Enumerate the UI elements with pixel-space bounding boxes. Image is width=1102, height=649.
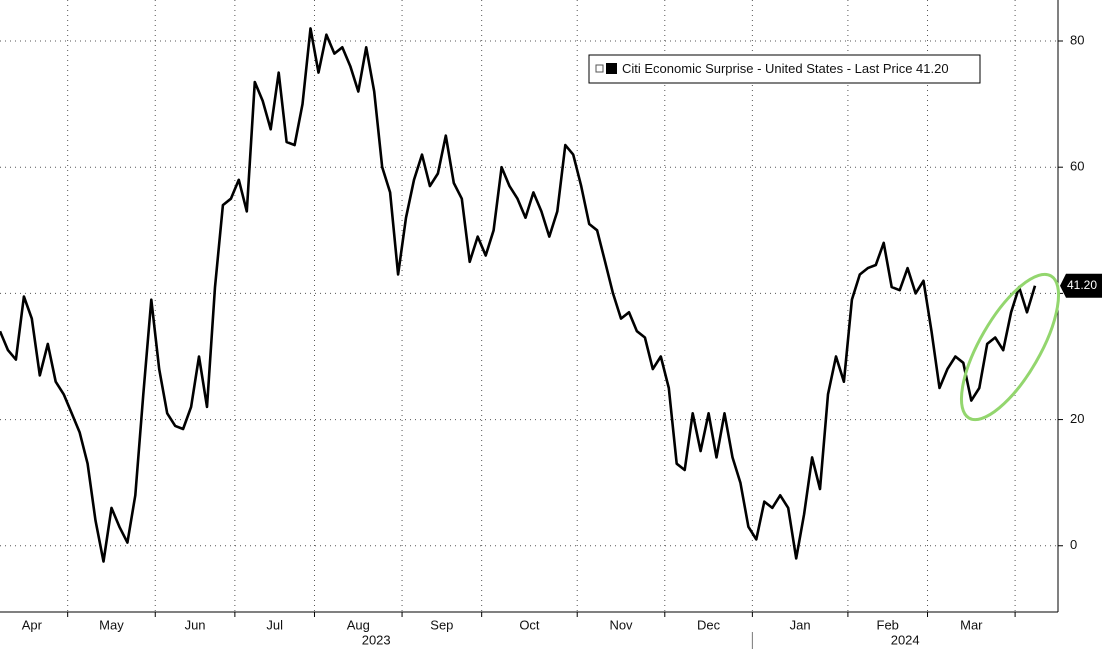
legend-toggle: [595, 64, 604, 73]
y-tick-label: 80: [1070, 32, 1084, 47]
last-value-tag: [1060, 273, 1102, 298]
legend-text: Citi Economic Surprise - United States -…: [622, 61, 949, 76]
x-tick-label: Aug: [347, 617, 370, 632]
x-tick-label: May: [99, 617, 124, 632]
year-label: 2023: [362, 632, 391, 647]
y-tick-label: 0: [1070, 537, 1077, 552]
x-tick-label: Nov: [609, 617, 633, 632]
x-tick-label: Apr: [22, 617, 43, 632]
x-tick-label: Mar: [960, 617, 983, 632]
x-tick-label: Sep: [430, 617, 453, 632]
x-tick-label: Oct: [519, 617, 540, 632]
legend-box: [588, 54, 981, 84]
x-tick-label: Jul: [266, 617, 283, 632]
x-tick-label: Jun: [185, 617, 206, 632]
y-tick-label: 20: [1070, 411, 1084, 426]
x-tick-label: Dec: [697, 617, 721, 632]
last-value-label: 41.20: [1067, 278, 1097, 292]
highlight-ellipse: [959, 272, 1061, 422]
legend-swatch: [606, 63, 617, 74]
series-line: [0, 27, 1037, 563]
y-tick-label: 60: [1070, 159, 1084, 174]
year-label: 2024: [891, 632, 920, 647]
x-tick-label: Feb: [877, 617, 899, 632]
x-tick-label: Jan: [790, 617, 811, 632]
